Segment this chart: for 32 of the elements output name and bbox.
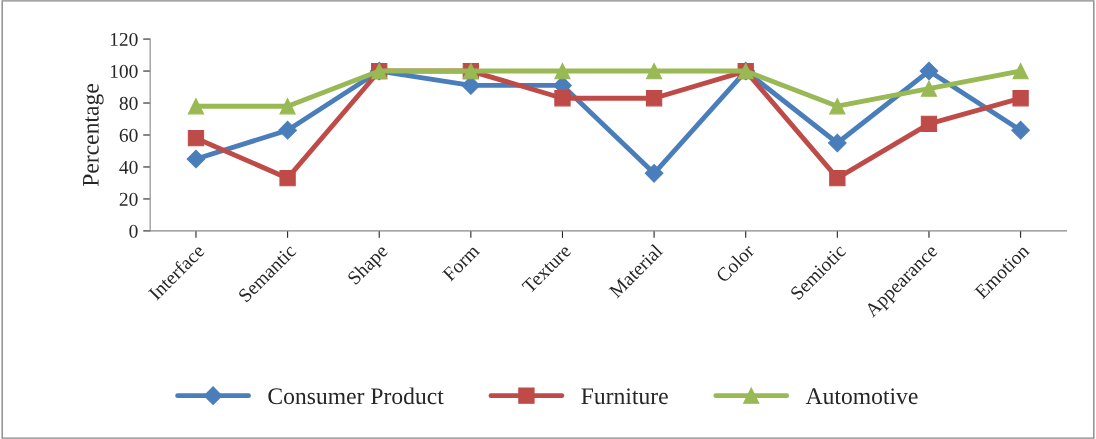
- y-axis-title: Percentage: [83, 84, 104, 187]
- legend-label: Furniture: [581, 388, 668, 405]
- point: [1012, 90, 1029, 107]
- y-tick-label: 40: [119, 160, 138, 174]
- point: [645, 90, 663, 107]
- y-tick-label: 20: [119, 192, 138, 206]
- point: [279, 98, 296, 115]
- legend-label: Automotive: [805, 388, 918, 405]
- point: [645, 62, 663, 80]
- y-tick-label: 80: [119, 96, 138, 110]
- point: [1011, 120, 1030, 140]
- point: [278, 120, 297, 140]
- y-tick-label: 60: [119, 128, 138, 142]
- point: [920, 80, 938, 97]
- point: [829, 98, 846, 115]
- point: [187, 98, 205, 115]
- point: [644, 164, 664, 183]
- legend-label: Consumer Product: [268, 387, 444, 405]
- point: [279, 170, 296, 187]
- point: [554, 62, 571, 80]
- point: [829, 170, 846, 187]
- point: [920, 115, 938, 132]
- point: [186, 149, 206, 169]
- point: [461, 76, 481, 95]
- y-tick-label: 120: [110, 32, 138, 47]
- point: [1012, 62, 1029, 80]
- point: [827, 133, 847, 153]
- point: [554, 90, 571, 107]
- y-tick-label: 0: [129, 224, 138, 238]
- point: [919, 61, 939, 81]
- point: [187, 130, 205, 147]
- y-tick-label: 100: [110, 64, 138, 78]
